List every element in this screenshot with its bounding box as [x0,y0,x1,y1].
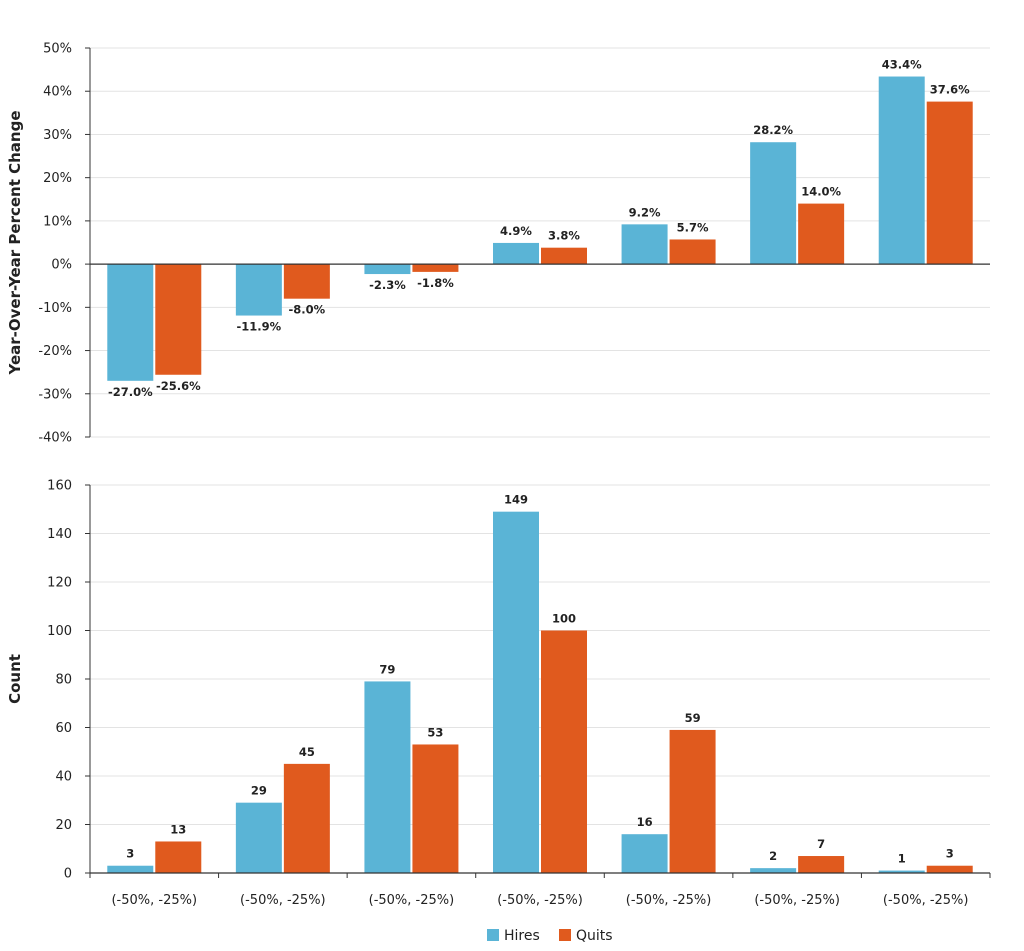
bottom-ytick-label: 40 [55,770,72,785]
bottom-ytick-label: 60 [55,721,72,736]
top-bar-hires [107,264,154,381]
legend-label-quits: Quits [576,928,613,944]
top-ytick-label: 20% [43,171,72,186]
bottom-data-label-quits: 53 [427,725,443,739]
top-data-label-hires: 28.2% [753,123,793,137]
top-bar-quits [669,239,716,265]
bottom-data-label-quits: 100 [552,612,576,626]
top-bar-hires [621,224,668,265]
bottom-bar-hires [235,802,282,873]
top-data-label-hires: 9.2% [629,205,661,219]
legend-swatch-quits [559,929,571,941]
bottom-data-label-hires: 29 [251,784,267,798]
top-bar-quits [926,101,973,265]
bottom-data-label-hires: 79 [379,662,395,676]
top-bar-quits [155,264,202,375]
bottom-xtick-label: (-50%, -25%) [369,893,455,908]
bottom-bar-hires [750,868,797,873]
top-ytick-label: -20% [38,344,72,359]
top-data-label-hires: -11.9% [237,320,282,334]
top-ytick-label: 40% [43,85,72,100]
bottom-data-label-quits: 59 [685,711,701,725]
top-data-label-hires: -2.3% [369,278,406,292]
bottom-data-label-quits: 3 [946,847,954,861]
bottom-bar-hires [493,511,539,873]
bottom-data-label-hires: 2 [769,849,777,863]
bottom-bar-quits [541,630,587,873]
bottom-ytick-label: 140 [47,527,72,542]
bottom-xtick-label: (-50%, -25%) [883,893,969,908]
top-y-axis-title: Year-Over-Year Percent Change [6,110,24,375]
bottom-xtick-label: (-50%, -25%) [497,893,583,908]
top-ytick-label: 10% [43,214,72,229]
bottom-bar-quits [798,856,845,873]
top-bar-quits [412,264,459,272]
top-bar-quits [541,247,587,265]
bottom-xtick-label: (-50%, -25%) [626,893,712,908]
top-ytick-label: 0% [51,258,72,273]
top-bar-quits [798,203,845,265]
top-data-label-quits: -25.6% [156,379,201,393]
top-data-label-quits: -1.8% [417,276,454,290]
bottom-data-label-hires: 1 [898,852,906,866]
bottom-bar-quits [283,763,330,873]
top-bar-quits [283,264,330,299]
top-data-label-quits: -8.0% [289,303,326,317]
bottom-ytick-label: 100 [47,624,72,639]
bottom-xtick-label: (-50%, -25%) [111,893,197,908]
bottom-ytick-label: 0 [64,867,72,882]
bottom-bar-quits [669,729,716,873]
bottom-bar-quits [926,865,973,873]
bottom-bar-hires [364,681,411,873]
top-bar-hires [364,264,411,275]
bottom-data-label-hires: 149 [504,493,528,507]
top-ytick-label: -30% [38,387,72,402]
bottom-data-label-quits: 45 [299,745,315,759]
top-data-label-quits: 37.6% [930,83,970,97]
bottom-data-label-quits: 7 [817,837,825,851]
legend-swatch-hires [487,929,499,941]
bottom-xtick-label: (-50%, -25%) [754,893,840,908]
bottom-y-axis-title: Count [6,654,24,704]
bottom-bar-quits [412,744,459,873]
top-ytick-label: -40% [38,431,72,446]
top-data-label-quits: 5.7% [677,220,709,234]
bottom-xtick-label: (-50%, -25%) [240,893,326,908]
top-bar-hires [235,264,282,316]
top-data-label-hires: -27.0% [108,385,153,399]
bottom-bar-quits [155,841,202,873]
top-bar-hires [878,76,925,265]
bottom-ytick-label: 120 [47,576,72,591]
top-bar-hires [750,142,797,265]
top-data-label-hires: 4.9% [500,224,532,238]
bottom-bar-hires [621,834,668,873]
bottom-data-label-hires: 16 [637,815,653,829]
top-ytick-label: 50% [43,42,72,57]
top-ytick-label: 30% [43,128,72,143]
top-ytick-label: -10% [38,301,72,316]
top-bar-hires [493,242,539,265]
legend-label-hires: Hires [504,928,540,944]
top-data-label-hires: 43.4% [882,58,922,72]
bottom-bar-hires [107,865,154,873]
bottom-ytick-label: 20 [55,818,72,833]
bottom-bar-hires [878,870,925,873]
top-data-label-quits: 14.0% [801,185,841,199]
bottom-ytick-label: 80 [55,673,72,688]
bottom-ytick-label: 160 [47,479,72,494]
top-data-label-quits: 3.8% [548,229,580,243]
bottom-data-label-hires: 3 [126,847,134,861]
bottom-data-label-quits: 13 [170,822,186,836]
